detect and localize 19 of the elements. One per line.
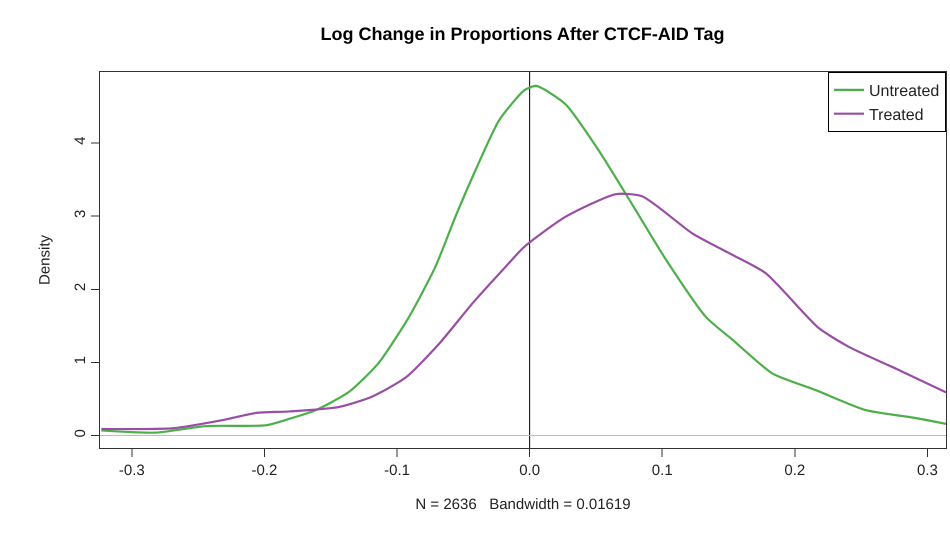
- legend-label: Untreated: [869, 83, 940, 100]
- x-tick-label: 0.1: [652, 462, 673, 479]
- y-tick-label: 3: [72, 210, 89, 218]
- x-tick-label: 0.0: [519, 462, 540, 479]
- x-tick-label: 0.2: [784, 462, 806, 479]
- y-tick-label: 0: [72, 429, 89, 438]
- y-tick-label: 2: [72, 282, 89, 292]
- x-tick-label: -0.3: [118, 462, 145, 479]
- legend-label: Treated: [869, 106, 924, 124]
- x-tick-label: -0.1: [384, 462, 410, 479]
- line-series: [100, 192, 946, 430]
- y-tick-label: 1: [72, 356, 89, 364]
- line-series: [100, 84, 946, 434]
- x-tick-label: -0.2: [252, 462, 278, 479]
- chart-title: Log Change in Proportions After CTCF-AID Tag: [320, 24, 724, 44]
- x-axis-title: N = 2636 Bandwidth = 0.01619: [415, 496, 631, 513]
- y-tick-label: 4: [72, 136, 89, 145]
- x-tick-label: 0.3: [917, 462, 938, 479]
- y-axis-title: Density: [36, 234, 54, 286]
